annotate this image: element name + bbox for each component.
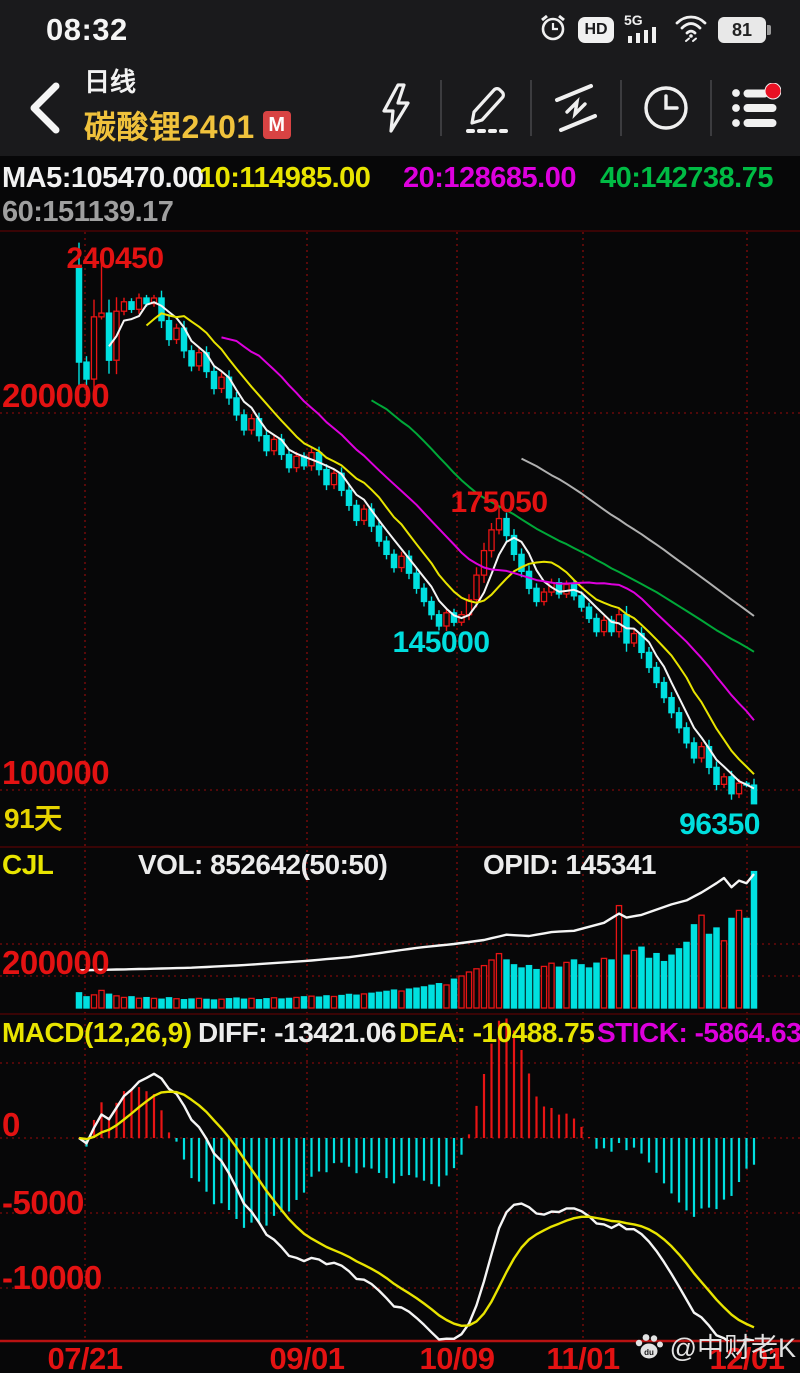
ma10-line (145, 312, 755, 775)
instrument-title[interactable]: 日线 碳酸锂2401 M (84, 66, 291, 148)
nav-actions (352, 70, 800, 146)
divider (440, 80, 442, 136)
high-annotation: 240450 (66, 242, 163, 275)
ma5-line (108, 301, 755, 790)
wifi-icon (674, 13, 708, 48)
volume-series (75, 870, 758, 1009)
price-axis-100000: 100000 (2, 754, 109, 791)
symbol-name: 碳酸锂2401 (84, 109, 255, 145)
ma10-value: 10:114985.00 (199, 162, 371, 194)
macd-axis-5000: -5000 (2, 1184, 84, 1221)
svg-text:5G: 5G (624, 12, 643, 28)
candles-series (75, 242, 758, 805)
status-icons: HD 5G 81 (538, 12, 771, 49)
watchlist-button[interactable] (712, 77, 800, 139)
last-price-annotation: 96350 (679, 808, 760, 841)
trough-annotation: 145000 (392, 626, 489, 659)
volume-axis-200000: 200000 (2, 944, 109, 981)
date-label: 12/01 (709, 1341, 784, 1373)
quick-trade-button[interactable] (352, 77, 440, 139)
history-button[interactable] (622, 77, 710, 139)
ma-values-line2: 60:151139.17 (0, 196, 800, 232)
ma5-value: MA5:105470.00 (2, 162, 204, 194)
date-label: 11/01 (546, 1341, 620, 1373)
peak-annotation: 175050 (450, 486, 547, 519)
clock-time: 08:32 (46, 12, 128, 47)
lightning-icon (382, 83, 410, 133)
diff-line (78, 1072, 755, 1341)
ma40-line (370, 399, 755, 653)
divider (530, 80, 532, 136)
divider (710, 80, 712, 136)
ma-values-line1: MA5:105470.00 10:114985.00 20:128685.00 … (0, 162, 800, 198)
nav-bar: 日线 碳酸锂2401 M (0, 60, 800, 156)
list-icon (732, 83, 781, 127)
macd-axis-10000: -10000 (2, 1259, 102, 1296)
ma60-line (521, 457, 755, 617)
draw-button[interactable] (442, 77, 530, 139)
chart-surface[interactable]: 200000 100000 240450 175050 145000 96350 91天 20… (0, 230, 800, 1373)
battery-icon: 81 (718, 17, 771, 43)
macd-axis-0: 0 (2, 1106, 20, 1143)
ma60-value: 60:151139.17 (2, 196, 174, 228)
alarm-icon (538, 13, 568, 48)
days-count-label: 91天 (4, 803, 62, 834)
kline-chart: 200000 100000 240450 175050 145000 96350 91天 20… (0, 230, 800, 1373)
macd-series (78, 1018, 756, 1341)
date-label: 09/01 (269, 1341, 344, 1373)
date-label: 10/09 (419, 1341, 494, 1373)
clock-icon (644, 86, 688, 130)
back-button[interactable] (22, 78, 72, 138)
price-axis-200000: 200000 (2, 377, 109, 414)
hd-icon: HD (578, 17, 614, 43)
ma20-line (221, 336, 755, 721)
indicator-button[interactable] (532, 77, 620, 139)
notification-dot (764, 83, 781, 100)
ma20-value: 20:128685.00 (403, 162, 577, 194)
divider (620, 80, 622, 136)
signal-5g-icon: 5G (624, 12, 664, 49)
trendlines-icon (555, 84, 597, 132)
ma40-value: 40:142738.75 (600, 162, 774, 194)
opid-line (78, 873, 755, 972)
date-label: 07/21 (47, 1341, 122, 1373)
dea-line (78, 1090, 755, 1329)
period-label: 日线 (84, 67, 137, 97)
main-contract-badge: M (262, 111, 291, 139)
pencil-icon (466, 87, 508, 133)
status-bar: 08:32 HD 5G (0, 0, 800, 60)
